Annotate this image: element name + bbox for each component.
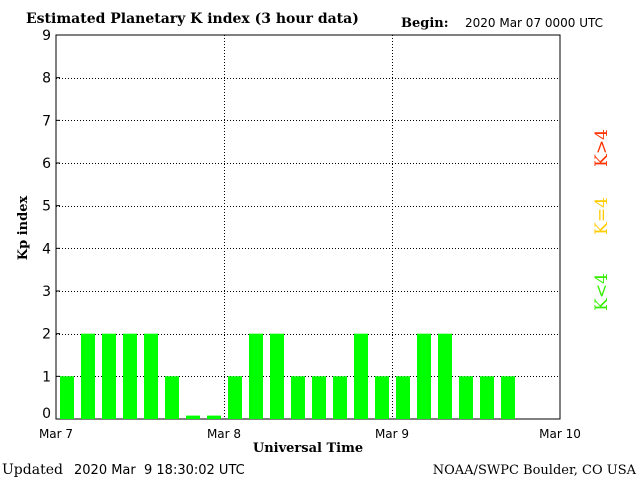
x-tick-label: Mar 8	[207, 427, 241, 441]
kp-bar	[417, 333, 431, 419]
x-tick-label: Mar 9	[375, 427, 409, 441]
x-tick-label: Mar 7	[39, 427, 73, 441]
y-axis-label: Kp index	[16, 196, 31, 261]
kp-bar	[396, 376, 410, 419]
kp-bar	[123, 333, 137, 419]
y-tick-label: 3	[42, 284, 51, 300]
kp-bar	[291, 376, 305, 419]
kp-bar	[354, 333, 368, 419]
kp-bar	[333, 376, 347, 419]
kp-bar	[186, 415, 200, 419]
legend-k-greater-4: K>4	[592, 129, 612, 167]
kp-bar	[249, 333, 263, 419]
credit-text: NOAA/SWPC Boulder, CO USA	[433, 463, 637, 478]
y-tick-label: 7	[42, 113, 51, 129]
y-tick-label: 4	[42, 241, 51, 257]
chart-title: Estimated Planetary K index (3 hour data…	[26, 11, 359, 27]
updated-label: Updated	[2, 462, 63, 478]
y-tick-label: 1	[42, 369, 51, 385]
x-tick-labels: Mar 7 Mar 8 Mar 9 Mar 10	[39, 427, 581, 441]
begin-value: 2020 Mar 07 0000 UTC	[465, 16, 603, 30]
kp-bar	[501, 376, 515, 419]
y-tick-label: 2	[42, 327, 51, 343]
kp-bar	[312, 376, 326, 419]
legend-k-equal-4: K=4	[592, 197, 612, 235]
kp-bar	[81, 333, 95, 419]
plot-frame	[55, 34, 561, 420]
kp-bar	[207, 415, 221, 419]
kp-bar	[480, 376, 494, 419]
y-tick-labels: 0 1 2 3 4 5 6 7 8 9	[42, 28, 60, 422]
begin-label: Begin:	[401, 16, 449, 31]
x-tick-label: Mar 10	[539, 427, 581, 441]
y-tick-label: 6	[42, 156, 51, 172]
bars	[60, 333, 515, 419]
kp-bar	[144, 333, 158, 419]
kp-bar	[228, 376, 242, 419]
grid-lines	[56, 35, 560, 419]
kp-bar	[270, 333, 284, 419]
kp-bar	[438, 333, 452, 419]
y-tick-label: 0	[42, 406, 51, 422]
x-axis-label: Universal Time	[253, 441, 363, 456]
kp-bar	[60, 376, 74, 419]
kp-bar	[102, 333, 116, 419]
y-tick-label: 8	[42, 71, 51, 87]
updated-value: 2020 Mar 9 18:30:02 UTC	[74, 463, 245, 478]
kp-bar	[375, 376, 389, 419]
legend-k-less-4: K<4	[592, 273, 612, 311]
y-tick-label: 5	[42, 199, 51, 215]
kp-bar	[459, 376, 473, 419]
kp-bar	[165, 376, 179, 419]
y-tick-label: 9	[42, 28, 51, 44]
